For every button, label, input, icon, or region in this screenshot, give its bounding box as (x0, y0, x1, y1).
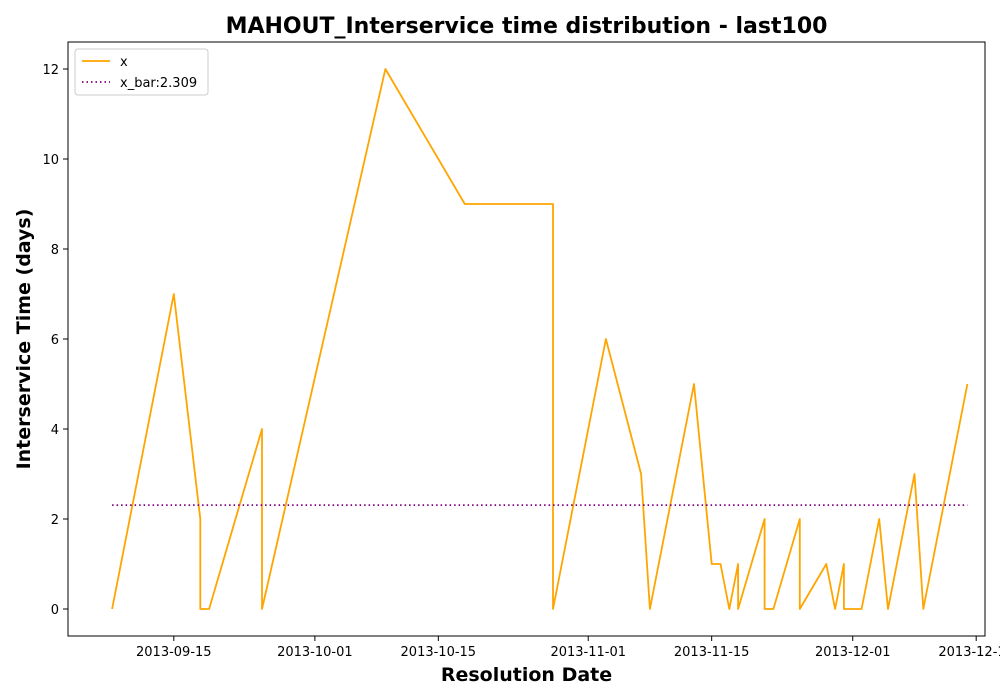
legend-label-x-bar: x_bar:2.309 (120, 76, 197, 91)
x-tick-label: 2013-10-15 (401, 645, 477, 660)
x-tick-label: 2013-11-15 (674, 645, 750, 660)
x-tick-label: 2013-12-15 (938, 645, 1000, 660)
y-tick-label: 12 (42, 63, 59, 78)
y-tick-label: 8 (51, 243, 59, 258)
x-tick-label: 2013-11-01 (550, 645, 626, 660)
y-tick-label: 2 (51, 513, 59, 528)
series-line-x (111, 68, 969, 610)
data-layer (111, 68, 969, 610)
y-tick-label: 10 (42, 153, 59, 168)
plot-background (68, 42, 985, 636)
legend-label-x: x (120, 55, 128, 70)
x-tick-label: 2013-10-01 (277, 645, 353, 660)
x-tick-label: 2013-12-01 (815, 645, 891, 660)
y-tick-label: 4 (51, 423, 59, 438)
tick-layer: 2013-09-15 2013-10-01 2013-10-15 2013-11-01… (42, 63, 1000, 660)
x-tick-label: 2013-09-15 (136, 645, 212, 660)
y-axis-label: Interservice Time (days) (13, 209, 35, 470)
x-axis-label: Resolution Date (441, 664, 612, 686)
y-tick-label: 0 (51, 603, 59, 618)
y-tick-label: 6 (51, 333, 59, 348)
chart-title: MAHOUT_Interservice time distribution - … (226, 14, 828, 39)
legend: x x_bar:2.309 (74, 48, 209, 96)
plot-frame (67, 41, 986, 637)
